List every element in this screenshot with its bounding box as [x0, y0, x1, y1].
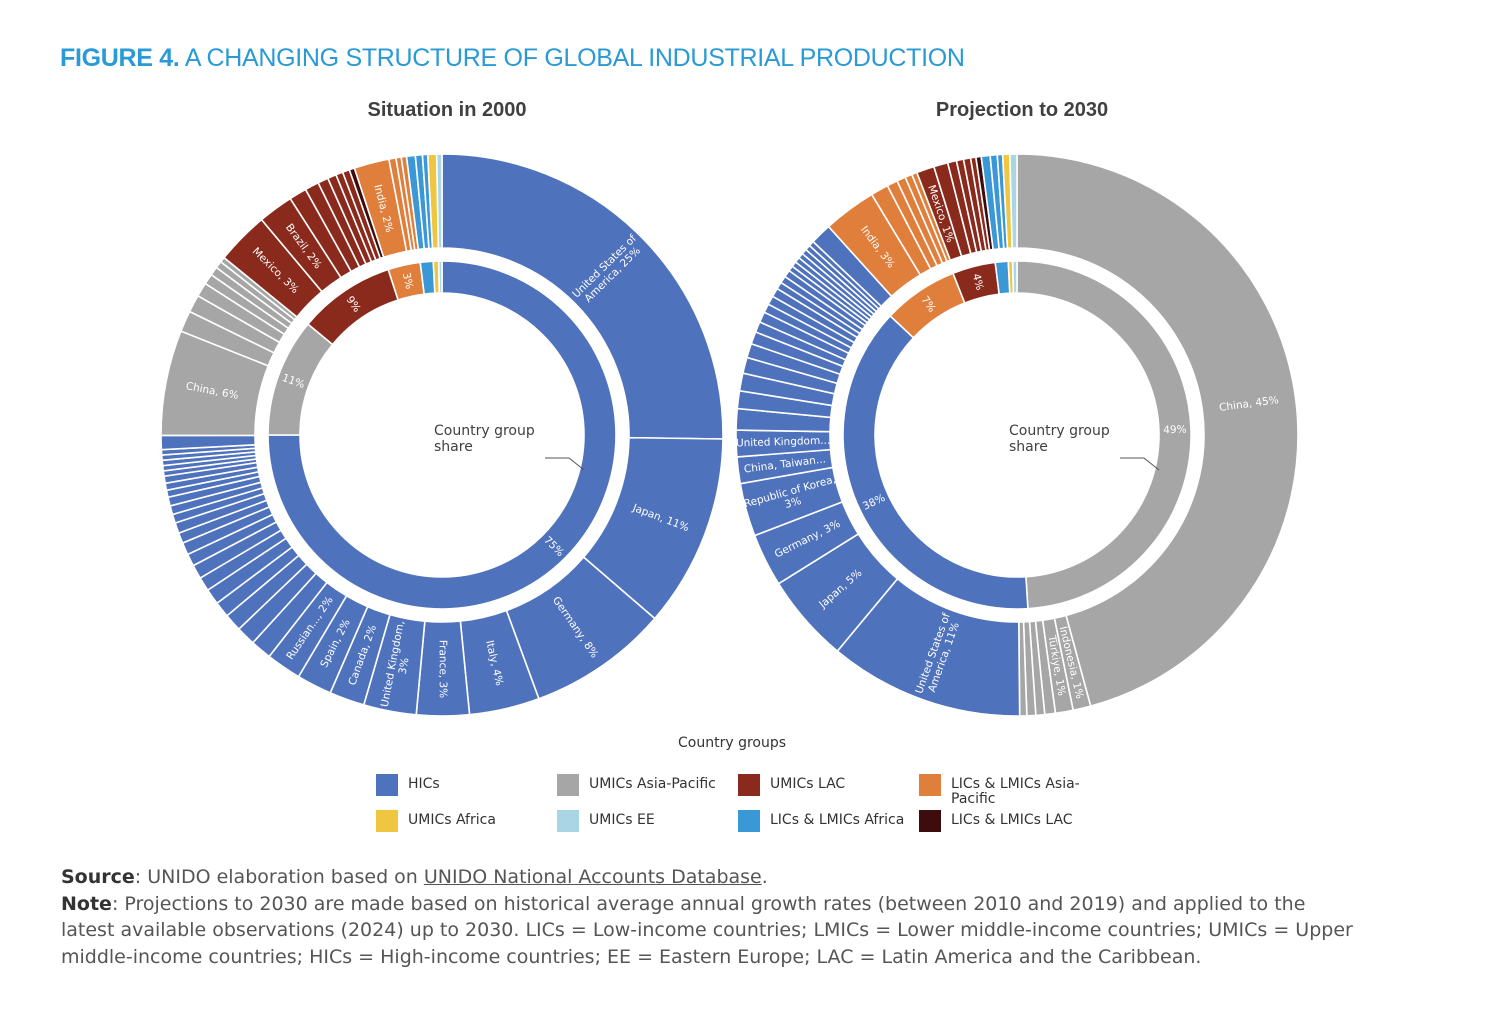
legend-item: LICs & LMICs Asia-Pacific — [919, 774, 1091, 807]
legend-item: UMICs EE — [557, 810, 729, 832]
outer-ring-2-segment-china-45 — [1016, 153, 1299, 708]
center-label-line: share — [434, 439, 473, 455]
legend-label: UMICs LAC — [770, 776, 846, 792]
source-text: : UNIDO elaboration based on — [134, 866, 424, 888]
center-label-2: Country group share — [1009, 423, 1110, 455]
legend-swatch — [738, 774, 760, 796]
inner-ring-1-segment-6 — [437, 260, 443, 294]
legend-item: UMICs Africa — [376, 810, 548, 832]
center-label-line: share — [1009, 439, 1048, 455]
center-label-leader-2 — [1120, 457, 1160, 471]
legend-label: HICs — [408, 776, 440, 792]
source-notes: Source: UNIDO elaboration based on UNIDO… — [61, 864, 1361, 970]
legend-swatch — [738, 810, 760, 832]
outer-ring-2-label-united-kingdom: United Kingdom... — [736, 435, 831, 450]
source-line: Source: UNIDO elaboration based on UNIDO… — [61, 864, 1361, 891]
legend-item: UMICs Asia-Pacific — [557, 774, 729, 796]
figure-title: FIGURE 4. A CHANGING STRUCTURE OF GLOBAL… — [60, 44, 965, 73]
chart-title-2: Projection to 2030 — [936, 99, 1108, 121]
inner-ring-2-label-4: 4% — [970, 272, 986, 291]
legend-label: LICs & LMICs LAC — [951, 812, 1073, 828]
legend-swatch — [919, 774, 941, 796]
source-link[interactable]: UNIDO National Accounts Database — [423, 866, 762, 888]
source-end: . — [761, 866, 768, 888]
inner-ring-1-segment-75 — [267, 260, 617, 610]
legend-item: LICs & LMICs Africa — [738, 810, 910, 832]
legend-swatch — [557, 774, 579, 796]
inner-ring-1-label-3: 3% — [400, 271, 415, 290]
legend-label: LICs & LMICs Africa — [770, 812, 905, 828]
note-label: Note — [61, 892, 112, 915]
center-label-leader-1 — [545, 457, 585, 471]
source-label: Source — [61, 866, 135, 888]
outer-ring-1-label-line: 3% — [397, 657, 412, 676]
legend-item: LICs & LMICs LAC — [919, 810, 1091, 832]
inner-ring-2-label-49: 49% — [1163, 424, 1187, 437]
legend-label: UMICs EE — [589, 812, 655, 828]
outer-ring-2-segment-52 — [1008, 153, 1018, 249]
legend-swatch — [376, 774, 398, 796]
legend-item: UMICs LAC — [738, 774, 910, 796]
figure-heading: A CHANGING STRUCTURE OF GLOBAL INDUSTRIA… — [184, 44, 965, 72]
outer-ring-1-segment-57 — [435, 153, 443, 249]
figure-label: FIGURE 4. — [60, 44, 180, 72]
legend-label: UMICs Asia-Pacific — [589, 776, 716, 792]
legend-swatch — [376, 810, 398, 832]
legend-swatch — [557, 810, 579, 832]
chart-title-1: Situation in 2000 — [368, 99, 527, 121]
outer-ring-2-label-line: 3% — [783, 495, 802, 511]
legend-swatch — [919, 810, 941, 832]
note-text: : Projections to 2030 are made based on … — [61, 892, 1353, 968]
legend-item: HICs — [376, 774, 548, 796]
legend-label: UMICs Africa — [408, 812, 496, 828]
inner-ring-2-segment-6 — [1011, 260, 1018, 294]
center-label-line: Country group — [1009, 423, 1110, 439]
center-label-line: Country group — [434, 423, 535, 439]
center-label-1: Country group share — [434, 423, 535, 455]
note-line: Note: Projections to 2030 are made based… — [61, 891, 1361, 971]
legend-label: LICs & LMICs Asia-Pacific — [951, 776, 1080, 807]
legend-title: Country groups — [678, 735, 787, 751]
outer-ring-1-segment-united-states-of-america-25 — [441, 153, 724, 440]
outer-ring-1-label-france-3: France, 3% — [437, 640, 449, 698]
